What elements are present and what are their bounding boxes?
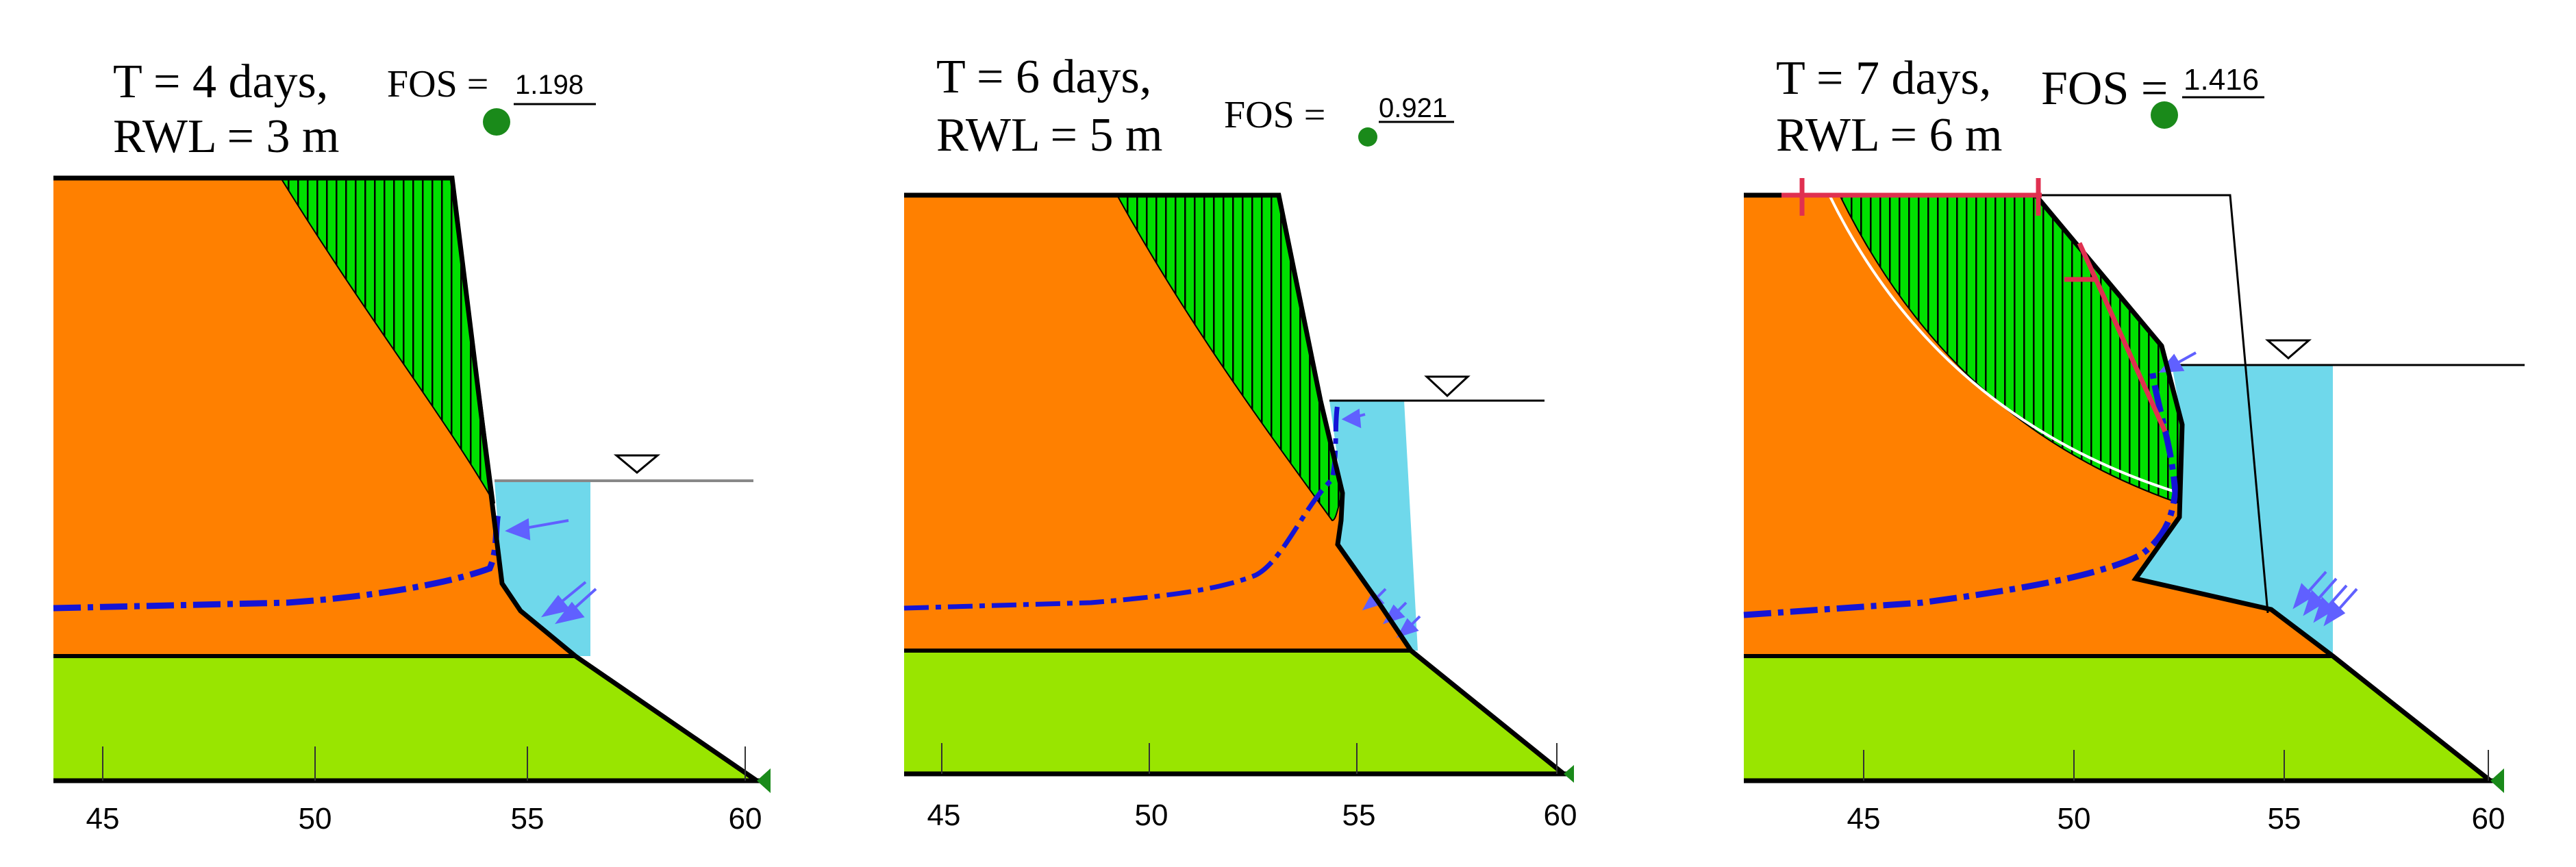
time-label: T = 4 days,	[113, 55, 329, 108]
fos-value: 0.921	[1379, 93, 1448, 123]
previous-slope-outline	[2036, 194, 2269, 614]
alt-slip-surface	[1828, 194, 2180, 494]
slope-diagram-1: 45 50 55 60	[53, 103, 771, 835]
rwl-label: RWL = 6 m	[1776, 109, 2003, 162]
reservoir-water	[1329, 401, 1418, 651]
lower-soil-layer	[904, 651, 1564, 774]
time-label: T = 6 days,	[936, 51, 1152, 103]
panel-2: 45 50 55 60 T = 6 days, RWL = 5 m FOS = …	[858, 0, 1716, 867]
slip-center-dot	[1358, 127, 1377, 147]
tick-label-55: 55	[511, 802, 545, 835]
lower-soil-layer	[53, 656, 757, 781]
tick-label-55: 55	[2268, 802, 2301, 835]
reservoir-water	[2136, 365, 2333, 656]
tick-label-45: 45	[927, 799, 961, 832]
tick-label-55: 55	[1342, 799, 1376, 832]
slope-outline	[904, 192, 1566, 776]
water-level-marker	[1424, 375, 1471, 398]
fos-label: FOS =	[387, 63, 489, 105]
rwl-label: RWL = 3 m	[113, 110, 340, 163]
rwl-label: RWL = 5 m	[936, 109, 1163, 162]
fos-value: 1.416	[2184, 63, 2260, 97]
fos-label: FOS =	[2041, 62, 2168, 115]
tick-label-45: 45	[86, 802, 120, 835]
sliding-mass	[279, 177, 495, 504]
axis-ticks	[102, 746, 746, 781]
water-level-marker	[2264, 339, 2312, 360]
phreatic-line	[1743, 369, 2179, 618]
water-level-marker	[613, 454, 661, 474]
sliding-mass	[1116, 194, 1344, 522]
slip-center-dot	[483, 108, 510, 136]
slope-diagram-2: 45 50 55 60	[903, 121, 1577, 832]
water-pressure-arrows	[505, 518, 597, 625]
slope-outline	[53, 175, 758, 783]
tick-label-50: 50	[1135, 799, 1168, 832]
axis-end-marker	[757, 768, 771, 793]
tick-label-45: 45	[1847, 802, 1881, 835]
tick-label-50: 50	[2058, 802, 2091, 835]
critical-surface-markers	[1781, 178, 2168, 433]
axis-end-marker	[1564, 765, 1574, 783]
slope-outline	[1744, 192, 2492, 783]
tick-label-60: 60	[1544, 799, 1577, 832]
slope-diagram-3: 45 50 55 60	[1743, 96, 2525, 835]
tick-label-60: 60	[2472, 802, 2505, 835]
fos-value: 1.198	[515, 70, 584, 100]
tick-label-50: 50	[299, 802, 332, 835]
time-label: T = 7 days,	[1776, 52, 1992, 105]
panel-1: 45 50 55 60 T = 4 days, RWL = 3 m FOS = …	[0, 0, 858, 867]
axis-ticks	[1863, 750, 2489, 781]
lower-soil-layer	[1744, 656, 2490, 781]
upper-soil-layer	[53, 178, 575, 656]
axis-end-marker	[2490, 768, 2504, 793]
phreatic-line	[903, 403, 1340, 611]
panel-3: 45 50 55 60 T = 7 days, RWL = 6 m FOS = …	[1716, 0, 2575, 867]
water-pressure-arrows	[2158, 351, 2358, 627]
fos-label: FOS =	[1224, 94, 1326, 136]
tick-label-60: 60	[729, 802, 762, 835]
slip-center-dot	[2151, 101, 2178, 129]
axis-ticks	[941, 743, 1558, 774]
